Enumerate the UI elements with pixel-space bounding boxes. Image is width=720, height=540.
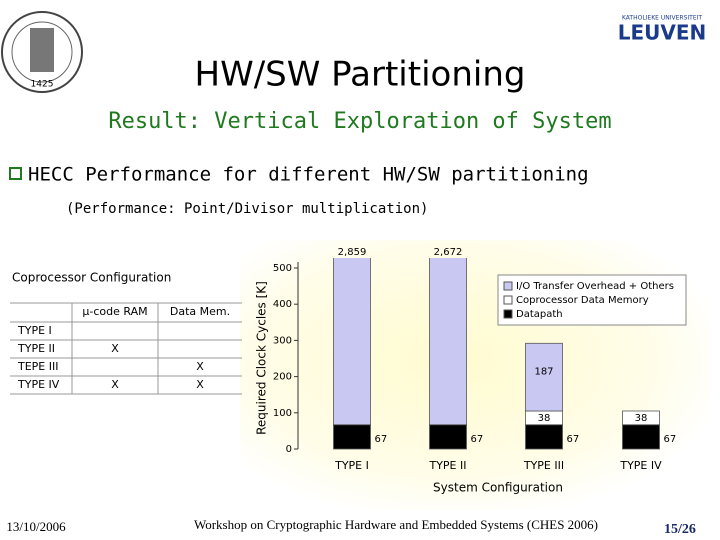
- x-tick-label: TYPE II: [428, 459, 466, 472]
- value-label: 38: [538, 413, 551, 424]
- value-label: 67: [664, 434, 677, 445]
- table-cell: TYPE IV: [17, 378, 60, 391]
- table-cell: X: [111, 378, 119, 391]
- legend-label: Coprocessor Data Memory: [516, 295, 649, 306]
- y-tick-label: 300: [273, 335, 292, 346]
- table-cell: X: [196, 360, 204, 373]
- bar-segment: [429, 258, 467, 426]
- legend-swatch: [503, 295, 513, 305]
- table-cell: TYPE I: [17, 324, 52, 337]
- total-label: 2,672: [434, 247, 463, 258]
- table-header: Data Mem.: [170, 305, 230, 318]
- y-tick-label: 100: [273, 408, 292, 419]
- subtitle: Result: Vertical Exploration of System: [108, 109, 611, 134]
- value-label: 67: [567, 434, 580, 445]
- x-tick-label: TYPE I: [334, 459, 369, 472]
- legend-label: I/O Transfer Overhead + Others: [516, 281, 674, 292]
- legend-label: Datapath: [516, 309, 563, 320]
- value-label: 67: [375, 434, 388, 445]
- seal-logo: 1425: [1, 11, 83, 93]
- bullet-text: HECC Performance for different HW/SW par…: [28, 164, 589, 186]
- bar-segment: [333, 424, 371, 450]
- legend-swatch: [503, 281, 513, 291]
- bars: [333, 258, 660, 450]
- bullet-icon: [9, 167, 22, 180]
- bar-segment: [525, 342, 563, 412]
- legend-box: [497, 274, 687, 326]
- value-label: 187: [534, 366, 553, 377]
- bar-segment: [622, 410, 660, 426]
- footer-page: 15/26: [664, 522, 696, 537]
- total-label: 2,859: [338, 247, 367, 258]
- footer-date: 13/10/2006: [6, 519, 66, 534]
- table-cell: TEPE III: [17, 360, 58, 373]
- y-tick-label: 200: [273, 372, 292, 383]
- table-cell: X: [111, 342, 119, 355]
- value-label: 38: [635, 413, 648, 424]
- footer-event: Workshop on Cryptographic Hardware and E…: [194, 517, 598, 532]
- university-name: LEUVEN: [618, 21, 707, 45]
- x-tick-label: TYPE III: [523, 459, 564, 472]
- table-cell: X: [196, 378, 204, 391]
- bar-segment: [333, 258, 371, 426]
- y-tick-label: 400: [273, 299, 292, 310]
- title: HW/SW Partitioning: [195, 55, 526, 95]
- table-header: μ-code RAM: [82, 305, 147, 318]
- legend-swatch: [503, 309, 513, 319]
- y-tick-label: 500: [273, 263, 292, 274]
- x-axis-label: System Configuration: [433, 481, 563, 495]
- table-title: Coprocessor Configuration: [12, 271, 171, 285]
- bar-segment: [429, 424, 467, 450]
- y-axis-label: Required Clock Cycles [K]: [255, 281, 269, 435]
- bullet-note: (Performance: Point/Divisor multiplicati…: [66, 201, 428, 217]
- seal-year: 1425: [31, 80, 54, 90]
- table-cell: TYPE II: [17, 342, 55, 355]
- university-line: KATHOLIEKE UNIVERSITEIT: [622, 15, 702, 22]
- value-label: 67: [471, 434, 484, 445]
- x-tick-label: TYPE IV: [619, 459, 662, 472]
- y-tick-label: 0: [286, 444, 292, 455]
- bar-segment: [525, 424, 563, 450]
- bar-segment: [622, 424, 660, 450]
